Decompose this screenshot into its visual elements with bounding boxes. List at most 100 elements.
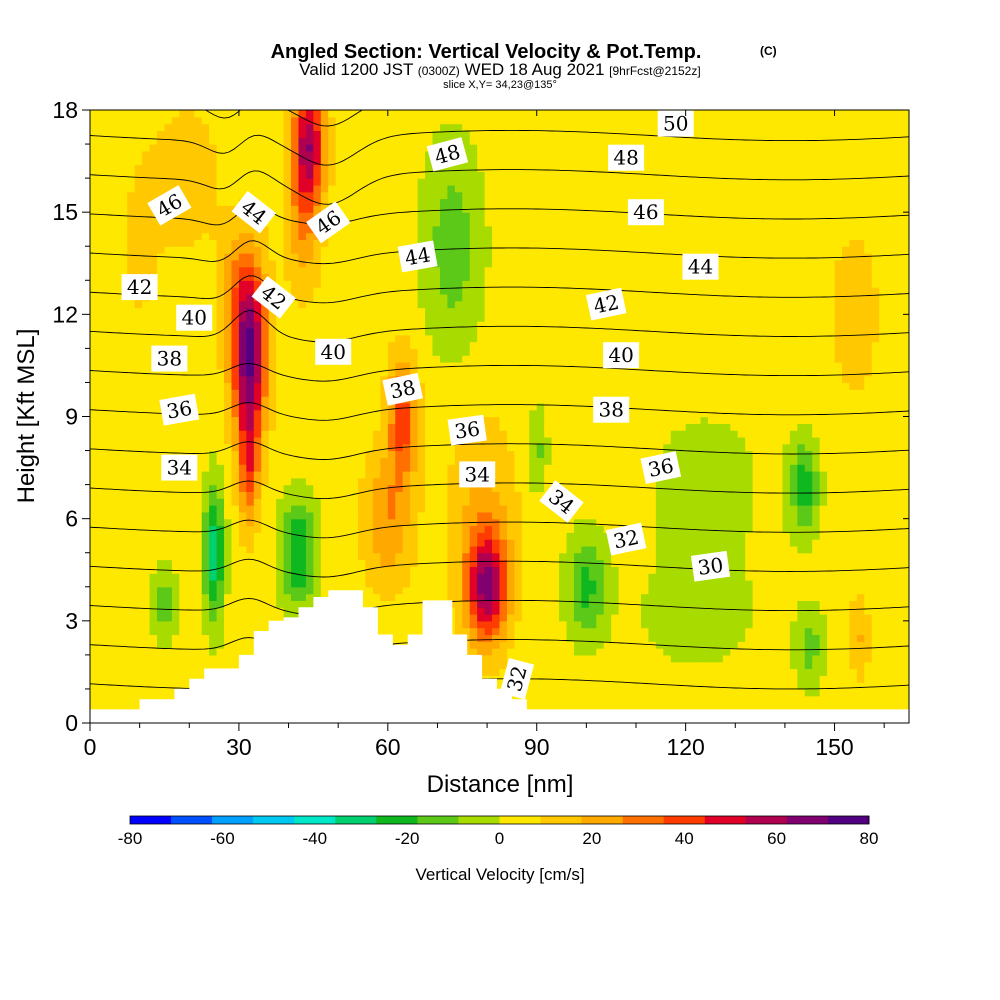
field-cell bbox=[90, 498, 99, 506]
field-cell bbox=[834, 648, 843, 656]
field-cell bbox=[819, 614, 828, 622]
field-cell bbox=[320, 539, 329, 547]
field-cell bbox=[596, 545, 605, 554]
field-cell bbox=[335, 430, 344, 438]
field-cell bbox=[439, 559, 448, 567]
field-cell bbox=[521, 423, 530, 431]
field-cell bbox=[298, 450, 307, 458]
field-cell bbox=[678, 627, 687, 636]
field-cell bbox=[849, 532, 858, 540]
field-cell bbox=[871, 593, 880, 601]
field-cell bbox=[209, 627, 218, 636]
field-cell bbox=[395, 518, 404, 527]
field-cell bbox=[693, 620, 702, 629]
field-cell bbox=[439, 477, 448, 486]
field-cell bbox=[261, 470, 270, 479]
field-cell bbox=[566, 450, 575, 458]
field-cell bbox=[626, 648, 635, 656]
field-cell bbox=[767, 648, 776, 656]
field-cell bbox=[231, 423, 240, 431]
field-cell bbox=[626, 416, 635, 424]
field-cell bbox=[112, 668, 121, 676]
field-cell bbox=[432, 532, 441, 540]
field-cell bbox=[164, 491, 173, 499]
field-cell bbox=[767, 695, 776, 704]
field-cell bbox=[410, 484, 419, 493]
field-cell bbox=[157, 423, 166, 431]
field-cell bbox=[707, 436, 717, 445]
field-cell bbox=[246, 559, 255, 567]
field-cell bbox=[648, 695, 657, 704]
field-cell bbox=[328, 552, 337, 561]
field-cell bbox=[291, 498, 300, 506]
field-cell bbox=[127, 675, 136, 683]
field-cell bbox=[879, 464, 888, 472]
field-cell bbox=[134, 641, 143, 649]
field-cell bbox=[350, 566, 359, 574]
field-cell bbox=[238, 498, 247, 506]
field-cell bbox=[447, 579, 456, 588]
field-cell bbox=[164, 423, 173, 431]
field-cell bbox=[149, 607, 158, 615]
field-cell bbox=[618, 614, 627, 622]
field-cell bbox=[201, 627, 210, 636]
field-cell bbox=[521, 416, 530, 424]
field-cell bbox=[104, 675, 113, 683]
field-cell bbox=[97, 702, 106, 710]
field-cell bbox=[722, 511, 731, 520]
field-cell bbox=[827, 457, 836, 465]
field-cell bbox=[804, 491, 813, 499]
field-cell bbox=[425, 498, 434, 506]
field-cell bbox=[387, 545, 396, 554]
field-cell bbox=[573, 470, 582, 479]
field-cell bbox=[618, 648, 627, 656]
field-cell bbox=[372, 559, 381, 567]
field-cell bbox=[238, 586, 247, 595]
field-cell bbox=[655, 668, 664, 676]
field-cell bbox=[253, 511, 262, 520]
field-cell bbox=[626, 573, 635, 581]
field-cell bbox=[484, 511, 493, 520]
field-cell bbox=[149, 682, 158, 690]
field-cell bbox=[804, 484, 813, 493]
field-cell bbox=[707, 443, 717, 452]
field-cell bbox=[797, 688, 806, 697]
field-cell bbox=[157, 586, 166, 595]
field-cell bbox=[849, 586, 858, 595]
field-cell bbox=[834, 654, 843, 663]
field-cell bbox=[678, 702, 687, 710]
field-cell bbox=[134, 559, 143, 567]
field-cell bbox=[573, 654, 582, 663]
field-cell bbox=[506, 464, 515, 472]
field-cell bbox=[700, 654, 709, 663]
field-cell bbox=[320, 464, 329, 472]
field-cell bbox=[581, 518, 590, 527]
field-cell bbox=[179, 675, 188, 683]
field-cell bbox=[343, 464, 352, 472]
field-cell bbox=[320, 532, 329, 540]
field-cell bbox=[737, 607, 746, 615]
field-cell bbox=[261, 566, 270, 574]
field-cell bbox=[856, 532, 865, 540]
field-cell bbox=[380, 579, 389, 588]
field-cell bbox=[536, 436, 545, 445]
field-cell bbox=[760, 559, 769, 567]
field-cell bbox=[544, 423, 553, 431]
field-cell bbox=[164, 539, 173, 547]
field-cell bbox=[313, 409, 322, 418]
field-cell bbox=[752, 641, 761, 649]
field-cell bbox=[670, 518, 679, 527]
field-cell bbox=[856, 641, 865, 649]
field-cell bbox=[224, 525, 233, 533]
field-cell bbox=[670, 593, 679, 601]
field-cell bbox=[104, 654, 113, 663]
field-cell bbox=[789, 648, 798, 656]
field-cell bbox=[380, 545, 389, 554]
field-cell bbox=[179, 423, 188, 431]
field-cell bbox=[358, 443, 367, 452]
field-cell bbox=[521, 566, 530, 574]
field-cell bbox=[573, 634, 582, 642]
field-cell bbox=[149, 436, 158, 445]
field-cell bbox=[238, 470, 247, 479]
field-cell bbox=[514, 430, 523, 438]
